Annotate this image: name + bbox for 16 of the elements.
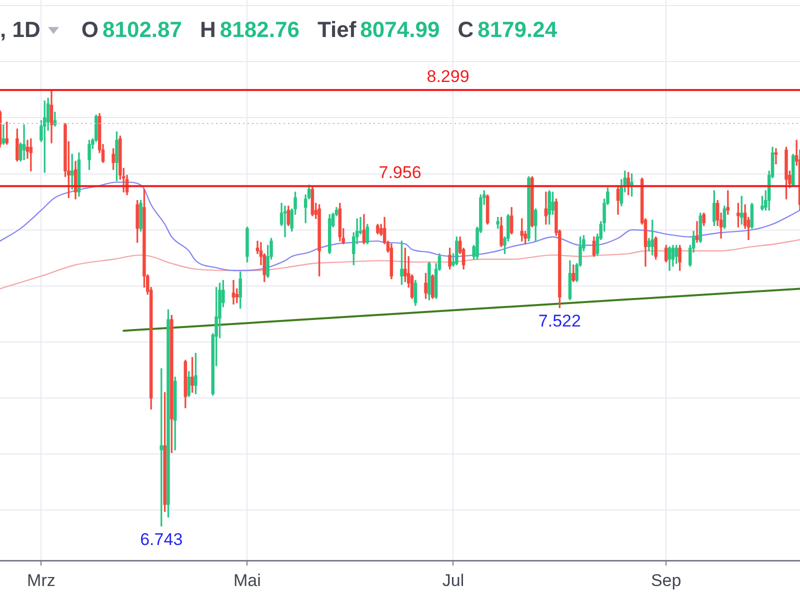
annotation: 6.743 bbox=[140, 530, 183, 549]
x-tick-label: Jul bbox=[442, 570, 464, 590]
text: , 1D bbox=[0, 16, 40, 44]
ref-line-label: 8.299 bbox=[426, 66, 470, 86]
ref-line-label: 7.956 bbox=[378, 163, 422, 182]
x-tick-label: Mai bbox=[234, 570, 261, 590]
annotation: 7.522 bbox=[538, 311, 581, 330]
annotation: H 8182.76 bbox=[200, 16, 300, 44]
annotation: Tief 8074.99 bbox=[317, 16, 440, 44]
candlestick bbox=[695, 221, 699, 243]
candlestick bbox=[232, 280, 236, 304]
annotation: O 8102.87 bbox=[81, 16, 182, 44]
x-tick-label: Mrz bbox=[27, 570, 56, 590]
x-tick-label: Sep bbox=[650, 570, 682, 590]
annotation: C 8179.24 bbox=[458, 16, 558, 44]
candlestick bbox=[544, 192, 548, 225]
